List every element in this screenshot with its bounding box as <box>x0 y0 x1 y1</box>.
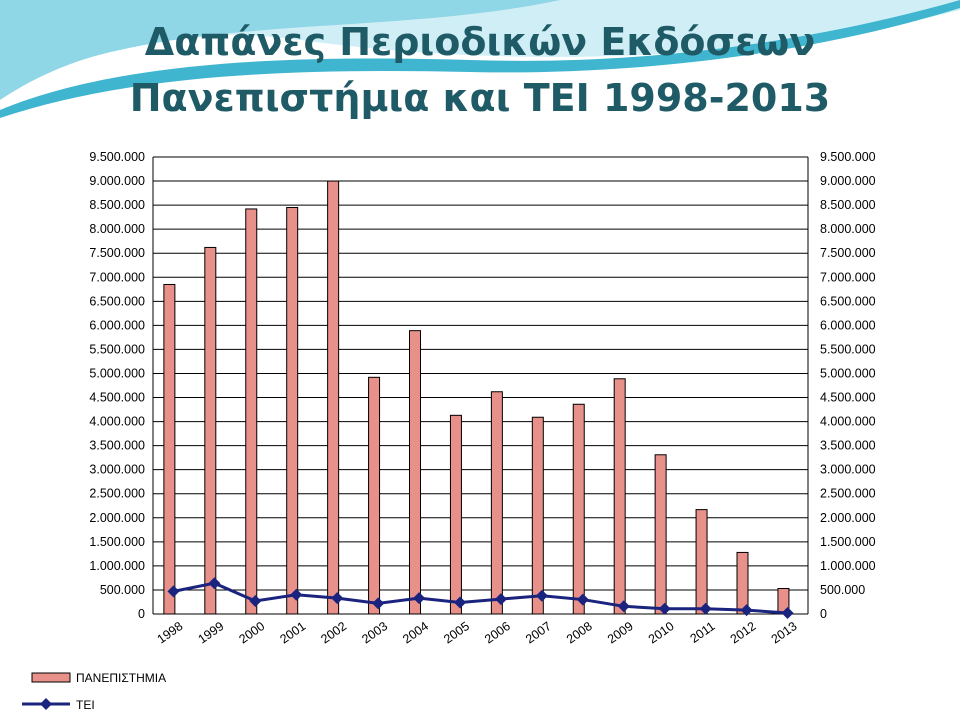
x-tick-label: 2008 <box>564 619 595 646</box>
y-tick-label-left: 500.000 <box>100 583 145 597</box>
y-tick-label-left: 1.000.000 <box>89 559 145 573</box>
legend-swatch-bar <box>31 672 71 683</box>
y-tick-label-left: 8.500.000 <box>89 198 145 212</box>
y-tick-label-right: 0 <box>820 607 827 621</box>
legend-label-line: ΤΕΙ <box>76 698 95 712</box>
line-point <box>535 589 548 602</box>
bar <box>163 283 176 615</box>
line-point <box>781 607 794 620</box>
bar <box>286 207 299 615</box>
line-point <box>413 592 426 605</box>
bar <box>572 403 585 615</box>
line-point <box>494 593 507 606</box>
y-tick-label-left: 0 <box>138 607 145 621</box>
y-tick-label-left: 9.500.000 <box>89 150 145 164</box>
x-tick-label: 2005 <box>441 619 472 646</box>
y-tick-label-right: 7.500.000 <box>820 246 876 260</box>
line-point <box>576 593 589 606</box>
y-tick-label-left: 7.000.000 <box>89 270 145 284</box>
bar <box>654 454 667 615</box>
x-tick-label: 2004 <box>400 619 431 646</box>
y-tick-label-right: 6.500.000 <box>820 294 876 308</box>
line-point <box>167 585 180 598</box>
y-tick-label-left: 3.000.000 <box>89 463 145 477</box>
x-tick-label: 2006 <box>482 619 513 646</box>
y-tick-label-left: 8.000.000 <box>89 222 145 236</box>
bar <box>531 416 544 615</box>
line-point <box>617 600 630 613</box>
x-tick-label: 2003 <box>359 619 390 646</box>
y-tick-label-left: 1.500.000 <box>89 535 145 549</box>
y-tick-label-right: 3.000.000 <box>820 463 876 477</box>
x-tick-label: 2001 <box>277 619 308 646</box>
x-tick-label: 2000 <box>236 619 267 646</box>
y-tick-label-right: 2.500.000 <box>820 487 876 501</box>
y-tick-label-left: 6.000.000 <box>89 318 145 332</box>
x-tick-label: 2012 <box>728 619 759 646</box>
bar <box>245 208 258 615</box>
y-tick-label-right: 4.500.000 <box>820 391 876 405</box>
line-point <box>454 596 467 609</box>
y-tick-label-left: 7.500.000 <box>89 246 145 260</box>
y-tick-label-right: 7.000.000 <box>820 270 876 284</box>
line-point <box>290 588 303 601</box>
y-tick-label-left: 5.500.000 <box>89 342 145 356</box>
line-point <box>331 592 344 605</box>
slide-title: Δαπάνες Περιοδικών Εκδόσεων Πανεπιστήμια… <box>0 14 960 126</box>
bar <box>409 330 421 615</box>
y-tick-label-right: 9.500.000 <box>820 150 876 164</box>
bar <box>736 551 749 615</box>
bar <box>204 246 217 615</box>
title-line-2: Πανεπιστήμια και ΤΕΙ 1998-2013 <box>129 76 831 120</box>
y-tick-label-right: 5.000.000 <box>820 366 876 380</box>
x-tick-label: 2013 <box>769 619 800 646</box>
title-line-1: Δαπάνες Περιοδικών Εκδόσεων <box>144 20 816 64</box>
bar <box>695 509 708 615</box>
y-tick-label-right: 8.000.000 <box>820 222 876 236</box>
x-tick-label: 2009 <box>605 619 636 646</box>
y-tick-label-left: 2.500.000 <box>89 487 145 501</box>
bar <box>368 376 381 615</box>
y-tick-label-right: 4.000.000 <box>820 415 876 429</box>
y-tick-label-left: 4.500.000 <box>89 391 145 405</box>
line-point <box>658 602 671 615</box>
y-tick-label-right: 2.000.000 <box>820 511 876 525</box>
y-tick-label-right: 9.000.000 <box>820 174 876 188</box>
x-tick-label: 2002 <box>318 619 349 646</box>
line-series-tei <box>173 581 788 615</box>
line-point <box>208 577 221 590</box>
y-tick-label-right: 1.500.000 <box>820 535 876 549</box>
y-tick-label-right: 3.500.000 <box>820 439 876 453</box>
x-tick-label: 2010 <box>646 619 677 646</box>
line-point <box>372 597 385 610</box>
line-point <box>740 604 753 617</box>
x-tick-label: 2007 <box>523 619 554 646</box>
y-tick-label-left: 5.000.000 <box>89 366 145 380</box>
y-tick-label-left: 4.000.000 <box>89 415 145 429</box>
x-tick-label: 1998 <box>155 619 186 646</box>
decorative-header-swoosh <box>0 0 960 118</box>
bar <box>490 391 503 615</box>
legend-label-bar: ΠΑΝΕΠΙΣΤΗΜΙΑ <box>76 671 166 685</box>
y-tick-label-left: 9.000.000 <box>89 174 145 188</box>
y-tick-label-right: 1.000.000 <box>820 559 876 573</box>
line-point <box>699 602 712 615</box>
x-tick-label: 1999 <box>196 619 227 646</box>
y-tick-label-right: 5.500.000 <box>820 342 876 356</box>
x-tick-label: 2011 <box>688 619 718 646</box>
y-tick-label-left: 6.500.000 <box>89 294 145 308</box>
bar <box>327 180 340 615</box>
y-tick-label-left: 2.000.000 <box>89 511 145 525</box>
bar <box>449 414 462 615</box>
y-tick-label-right: 8.500.000 <box>820 198 876 212</box>
legend-marker-line <box>40 698 52 710</box>
line-point <box>249 595 262 608</box>
y-tick-label-left: 3.500.000 <box>89 439 145 453</box>
bar <box>613 378 626 615</box>
y-tick-label-right: 500.000 <box>820 583 865 597</box>
y-tick-label-right: 6.000.000 <box>820 318 876 332</box>
